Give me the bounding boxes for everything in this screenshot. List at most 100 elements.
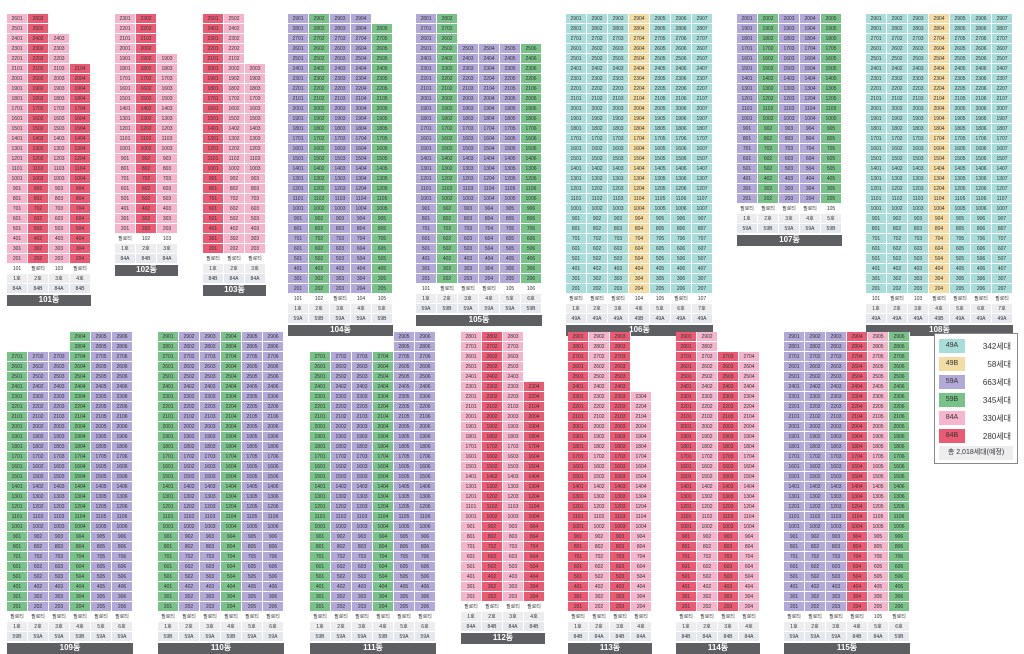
unit-cell: 2401 [288,64,309,74]
unit-cell: 2703 [608,34,629,44]
unit-cell: 1002 [179,522,200,532]
unit-cell [500,24,521,34]
unit-cell: 1602 [758,54,779,64]
unit-cell: 2501 [784,372,805,382]
unit-cell: 304 [739,592,760,602]
unit-cell: 2103 [49,412,70,422]
unit-cell [458,24,479,34]
unit-cell: 1203 [49,502,70,512]
unit-cell [157,24,178,34]
unit-cell: 1402 [179,482,200,492]
unit-column: 2903 2803 2703 2603 2503 2403 2303 2203 2103 2003… [608,14,629,324]
unit-cell: 1004 [373,522,394,532]
unit-cell: 1205 [394,502,415,512]
unit-cell: 2407 [692,64,713,74]
line-cell: 5호 [394,622,415,632]
unit-cell: 1402 [758,74,779,84]
unit-cell: 202 [309,284,330,294]
unit-cell: 1901 [203,74,224,84]
unit-cell: 403 [503,572,524,582]
unit-cell: 1803 [49,442,70,452]
unit-cell: 1901 [158,432,179,442]
unit-cell: 302 [587,274,608,284]
unit-cell: 306 [671,274,692,284]
unit-cell: 702 [331,552,352,562]
unit-type-cell: 59A [826,632,847,642]
unit-cell: 2003 [458,94,479,104]
unit-cell: 2803 [608,24,629,34]
unit-cell: 303 [330,274,351,284]
unit-cell: 405 [950,264,971,274]
unit-cell: 307 [692,274,713,284]
unit-cell: 303 [779,184,800,194]
unit-cell: 1103 [908,194,929,204]
unit-cell: 1801 [461,432,482,442]
unit-cell: 1101 [676,512,697,522]
unit-cell: 1202 [482,492,503,502]
unit-cell: 802 [758,134,779,144]
unit-cell: 1201 [784,502,805,512]
unit-cell: 2303 [352,392,373,402]
unit-cell: 1105 [372,194,393,204]
unit-cell: 1903 [610,432,631,442]
unit-cell: 1306 [971,174,992,184]
unit-cell: 2302 [437,64,458,74]
line-cell: 1호 [737,214,758,224]
unit-cell: 401 [7,582,28,592]
unit-cell: 2006 [415,422,436,432]
line-cell: 5호 [650,304,671,314]
unit-cell: 2003 [608,104,629,114]
unit-cell: 302 [28,592,49,602]
building-1: 2301 2201 2101 2001 1901 1801 1701 1601 1501 1401… [115,14,178,276]
unit-cell: 1404 [800,74,821,84]
unit-cell: 1506 [889,472,910,482]
unit-cell: 1904 [631,432,652,442]
unit-cell: 2304 [629,74,650,84]
unit-cell: 303 [352,592,373,602]
unit-cell: 1602 [179,462,200,472]
unit-cell: 2304 [351,74,372,84]
unit-cell: 305 [372,274,393,284]
unit-cell: 1803 [908,124,929,134]
unit-cell: 804 [221,542,242,552]
unit-cell: 1704 [629,134,650,144]
unit-cell: 2105 [500,84,521,94]
unit-cell: 2601 [461,352,482,362]
unit-cell: 1801 [568,442,589,452]
unit-cell: 301 [737,184,758,194]
ground-floor-cell: 필로티 [28,264,49,274]
unit-column: 2905 2805 2705 2605 2505 2405 2305 2205 2105 2005… [394,332,415,642]
unit-cell: 1403 [49,134,70,144]
unit-cell: 1303 [458,164,479,174]
unit-cell: 1002 [28,174,49,184]
unit-column: 2904 2804 2704 2604 2504 2404 2304 2204 2104 2004… [351,14,372,324]
unit-cell: 404 [524,572,545,582]
unit-cell: 2104 [847,412,868,422]
unit-cell: 401 [676,582,697,592]
unit-cell: 2702 [589,352,610,362]
unit-cell: 2104 [524,402,545,412]
unit-cell: 404 [929,264,950,274]
unit-cell: 2801 [784,342,805,352]
unit-column: 2802 2702 2602 2502 2402 2302 2202 2102 2002 1902… [437,14,458,314]
unit-cell: 601 [416,234,437,244]
ground-floor-cell: 필로티 [352,612,373,622]
unit-cell: 1806 [112,442,133,452]
unit-cell: 901 [461,522,482,532]
unit-cell: 1702 [437,124,458,134]
unit-cell: 1003 [200,522,221,532]
unit-cell: 1204 [800,94,821,104]
unit-cell: 2501 [461,362,482,372]
ground-floor-cell: 필로티 [568,612,589,622]
unit-cell: 2801 [568,342,589,352]
unit-cell: 1805 [500,114,521,124]
unit-cell: 2204 [524,392,545,402]
unit-cell: 1003 [49,174,70,184]
unit-cell: 1705 [500,124,521,134]
unit-cell: 2103 [826,412,847,422]
unit-cell: 1707 [692,134,713,144]
unit-cell: 201 [566,284,587,294]
unit-cell: 1301 [566,174,587,184]
unit-cell: 1903 [157,54,178,64]
unit-cell: 803 [352,542,373,552]
